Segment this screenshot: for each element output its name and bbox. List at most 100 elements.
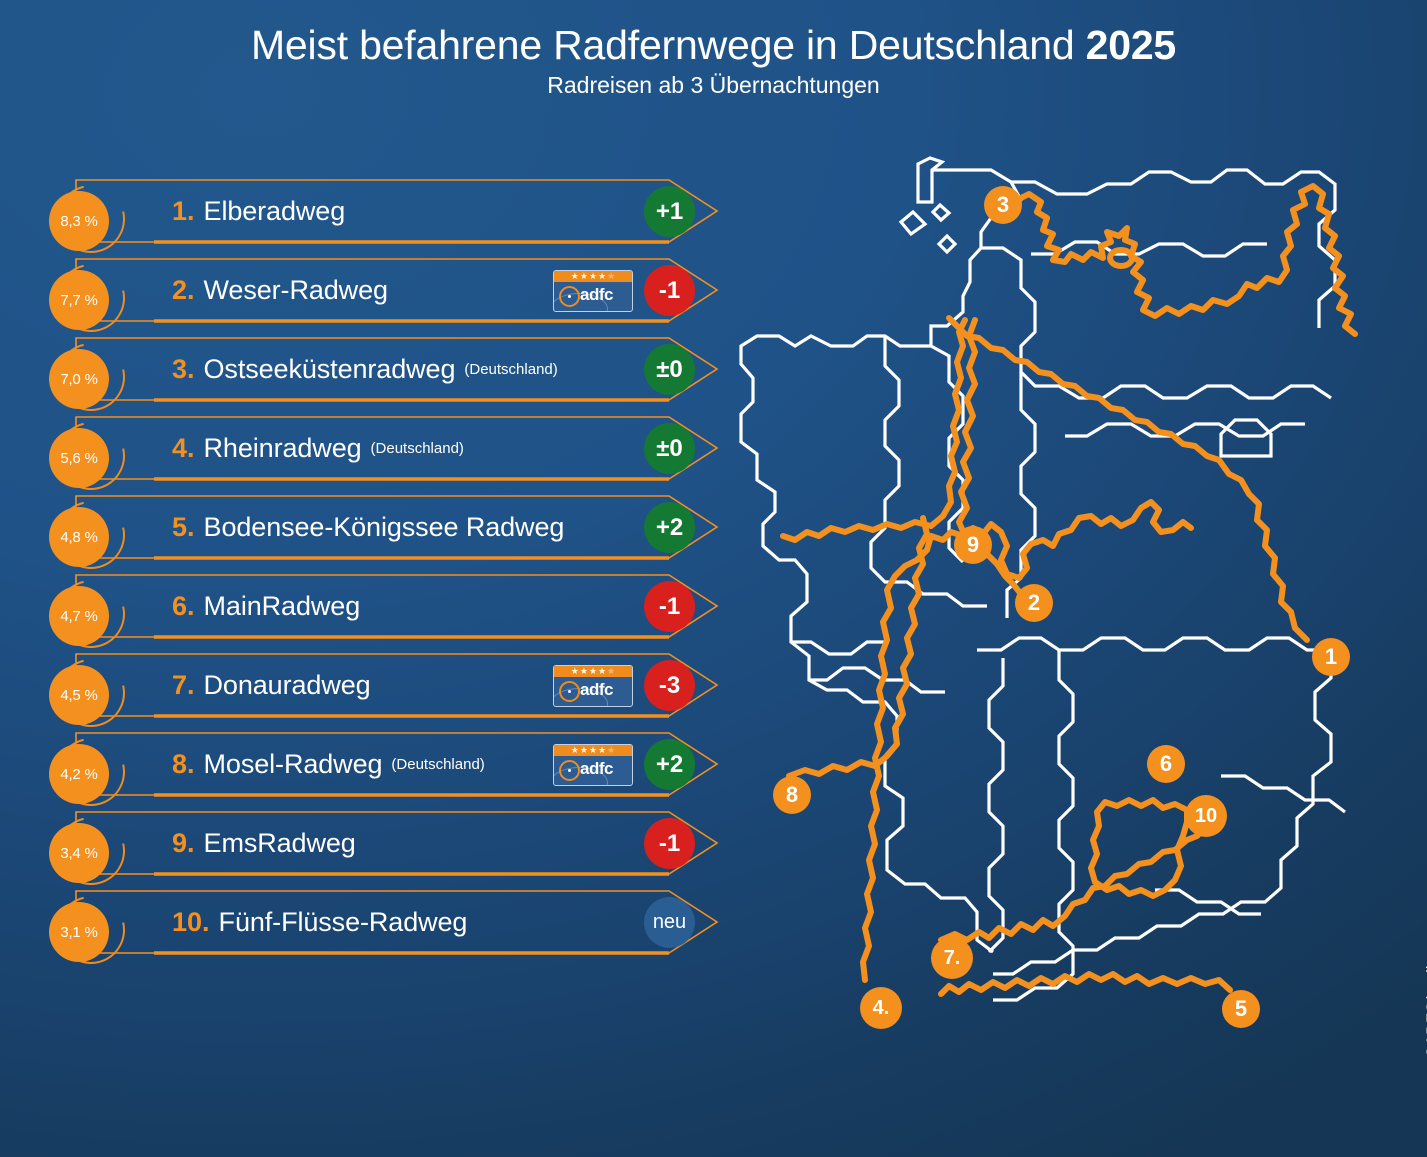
ranking-list: 8,3 % 1. Elberadweg +1 7,7 % 2. Weser-Radweg ★ ★… [44, 172, 724, 977]
page-title-main: Meist befahrene Radfernwege in Deutschla… [250, 22, 1086, 68]
page-title: Meist befahrene Radfernwege in Deutschla… [0, 0, 1427, 68]
route-label: 10. Fünf-Flüsse-Radweg [172, 883, 467, 962]
adfc-wheel-icon [559, 760, 580, 781]
percentage-value: 3,1 % [60, 923, 98, 941]
route-rank: 8. [172, 749, 195, 779]
row-arrow-shape [75, 495, 719, 560]
percentage-badge: 5,6 % [44, 409, 138, 503]
star-icon: ★ [598, 271, 607, 281]
ranking-row[interactable]: 4,2 % 8. Mosel-Radweg (Deutschland) ★ ★ ★ ★ ★ adf… [44, 725, 724, 819]
percentage-value: 8,3 % [60, 212, 98, 230]
adfc-quality-badge: ★ ★ ★ ★ ★ adfc [553, 665, 633, 707]
route-name-suffix: (Deutschland) [391, 756, 485, 773]
percentage-value: 7,0 % [60, 370, 98, 388]
percentage-badge: 4,7 % [44, 567, 138, 661]
percentage-circle: 4,5 % [49, 665, 109, 725]
rank-change-badge: -1 [644, 581, 695, 632]
map-marker[interactable]: 8 [773, 776, 811, 814]
row-arrow-shape [75, 653, 719, 718]
map-marker[interactable]: 2 [1015, 584, 1053, 622]
map-marker[interactable]: 7. [931, 937, 973, 979]
row-arrow-shape [75, 732, 719, 797]
map-state-borders [739, 156, 1023, 954]
route-rank: 4. [172, 433, 195, 463]
route-rank: 2. [172, 275, 195, 305]
star-icon: ★ [570, 666, 579, 676]
star-icon: ★ [588, 666, 598, 676]
row-arrow-shape [75, 258, 719, 323]
percentage-value: 4,5 % [60, 686, 98, 704]
route-name: Fünf-Flüsse-Radweg [218, 907, 468, 937]
map-marker[interactable]: 6 [1147, 745, 1185, 783]
percentage-badge: 4,2 % [44, 725, 138, 819]
percentage-badge: 3,4 % [44, 804, 138, 898]
percentage-value: 4,2 % [60, 765, 98, 783]
map-marker[interactable]: 5 [1222, 990, 1260, 1028]
ranking-row[interactable]: 4,5 % 7. Donauradweg ★ ★ ★ ★ ★ adfc -3 [44, 646, 724, 740]
germany-map: 3 9 2 1 6 8 10 7. 4. 5 [735, 150, 1375, 1050]
rank-change-badge: ±0 [644, 423, 695, 474]
route-rank: 10. [172, 907, 210, 937]
percentage-circle: 4,2 % [49, 744, 109, 804]
map-marker[interactable]: 9 [954, 526, 992, 564]
star-icon: ★ [579, 666, 588, 676]
ranking-row[interactable]: 4,7 % 6. MainRadweg -1 [44, 567, 724, 661]
route-name-suffix: (Deutschland) [464, 361, 558, 378]
percentage-value: 4,8 % [60, 528, 98, 546]
map-marker[interactable]: 1 [1312, 638, 1350, 676]
rank-change-badge: +2 [644, 502, 695, 553]
percentage-circle: 7,0 % [49, 349, 109, 409]
route-rank: 5. [172, 512, 195, 542]
route-label: 2. Weser-Radweg [172, 251, 388, 330]
star-icon: ★ [607, 666, 616, 676]
ranking-row[interactable]: 3,1 % 10. Fünf-Flüsse-Radweg neu [44, 883, 724, 977]
star-icon: ★ [588, 271, 598, 281]
map-marker[interactable]: 10 [1185, 795, 1227, 837]
rank-change-badge: +1 [644, 186, 695, 237]
percentage-circle: 5,6 % [49, 428, 109, 488]
map-marker[interactable]: 4. [860, 987, 902, 1029]
row-arrow-shape [75, 811, 719, 876]
adfc-stars: ★ ★ ★ ★ ★ [554, 271, 632, 282]
route-label: 3. Ostseeküstenradweg (Deutschland) [172, 330, 558, 409]
route-name: Bodensee-Königssee Radweg [203, 512, 565, 542]
route-name-suffix: (Deutschland) [370, 440, 464, 457]
route-rank: 9. [172, 828, 195, 858]
map-marker[interactable]: 3 [984, 186, 1022, 224]
percentage-badge: 3,1 % [44, 883, 138, 977]
map-svg [739, 156, 1358, 1002]
adfc-stars: ★ ★ ★ ★ ★ [554, 745, 632, 756]
percentage-value: 4,7 % [60, 607, 98, 625]
adfc-wheel-icon [559, 681, 580, 702]
route-rank: 1. [172, 196, 195, 226]
row-arrow-shape [75, 179, 719, 244]
ranking-row[interactable]: 7,7 % 2. Weser-Radweg ★ ★ ★ ★ ★ adfc -1 [44, 251, 724, 345]
route-name: Rheinradweg [203, 433, 362, 463]
route-label: 8. Mosel-Radweg (Deutschland) [172, 725, 485, 804]
route-name: Weser-Radweg [203, 275, 388, 305]
route-label: 7. Donauradweg [172, 646, 371, 725]
ranking-row[interactable]: 3,4 % 9. EmsRadweg -1 [44, 804, 724, 898]
adfc-wordmark: adfc [580, 680, 613, 699]
route-label: 9. EmsRadweg [172, 804, 356, 883]
row-arrow-shape [75, 337, 719, 402]
route-name: Elberadweg [203, 196, 346, 226]
ranking-row[interactable]: 5,6 % 4. Rheinradweg (Deutschland) ±0 [44, 409, 724, 503]
percentage-badge: 7,7 % [44, 251, 138, 345]
percentage-badge: 4,5 % [44, 646, 138, 740]
ranking-row[interactable]: 8,3 % 1. Elberadweg +1 [44, 172, 724, 266]
map-cycle-routes [780, 183, 1358, 997]
page-subtitle: Radreisen ab 3 Übernachtungen [547, 72, 880, 98]
adfc-wheel-icon [559, 286, 580, 307]
percentage-circle: 4,7 % [49, 586, 109, 646]
route-label: 6. MainRadweg [172, 567, 360, 646]
ranking-row[interactable]: 4,8 % 5. Bodensee-Königssee Radweg +2 [44, 488, 724, 582]
route-label: 4. Rheinradweg (Deutschland) [172, 409, 464, 488]
percentage-badge: 4,8 % [44, 488, 138, 582]
percentage-circle: 8,3 % [49, 191, 109, 251]
star-icon: ★ [598, 666, 607, 676]
percentage-value: 5,6 % [60, 449, 98, 467]
route-label: 1. Elberadweg [172, 172, 345, 251]
row-arrow-shape [75, 416, 719, 481]
ranking-row[interactable]: 7,0 % 3. Ostseeküstenradweg (Deutschland) ±0 [44, 330, 724, 424]
